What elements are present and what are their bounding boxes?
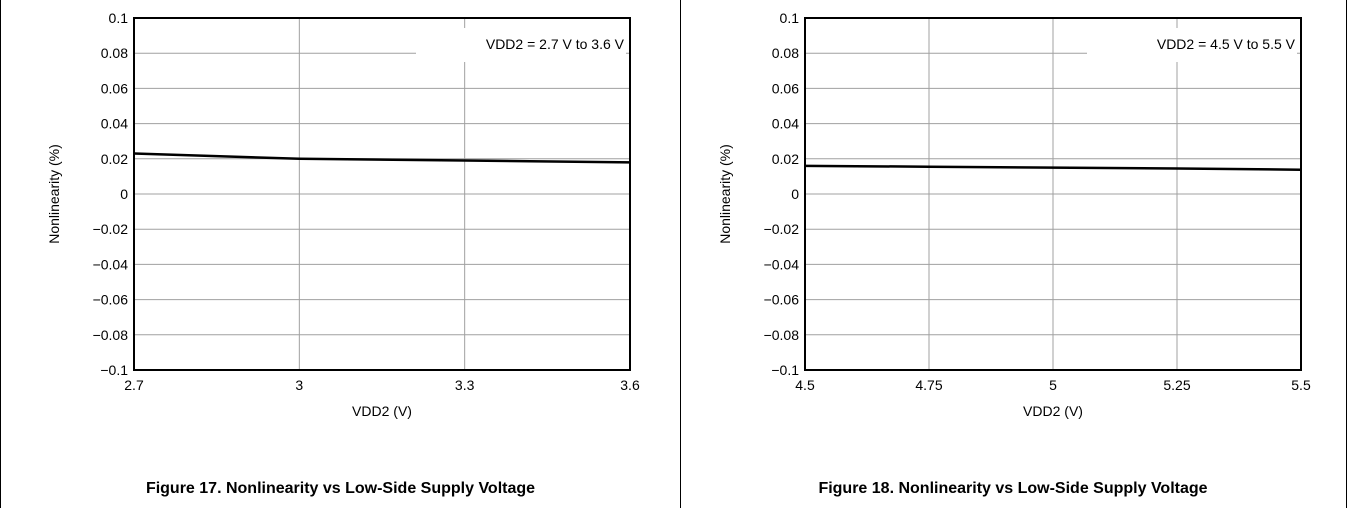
y-tick-label: −0.02 [93, 221, 129, 237]
y-tick-label: 0.1 [109, 10, 129, 26]
figure-18-caption: Figure 18. Nonlinearity vs Low-Side Supp… [818, 480, 1208, 497]
x-tick-label: 2.7 [124, 377, 144, 393]
x-tick-label: 3.3 [455, 377, 475, 393]
y-axis-label: Nonlinearity (%) [46, 144, 62, 244]
y-tick-label: −0.06 [764, 292, 800, 308]
x-tick-label: 3.6 [620, 377, 640, 393]
y-tick-label: 0.08 [101, 45, 128, 61]
x-tick-label: 5.25 [1163, 377, 1190, 393]
y-tick-label: −0.08 [93, 327, 129, 343]
chart-figure-17: 0.1 0.08 0.06 0.04 0.02 0 −0.02 −0.04 −0.06 −0.08… [46, 10, 640, 419]
y-tick-label: −0.08 [764, 327, 800, 343]
y-axis-label: Nonlinearity (%) [717, 144, 733, 244]
x-tick-label: 5 [1049, 377, 1057, 393]
x-tick-label: 4.5 [795, 377, 815, 393]
plot-frame [133, 17, 631, 371]
series-line [804, 164, 1302, 171]
x-axis-label: VDD2 (V) [352, 403, 412, 419]
y-tick-label: 0 [120, 186, 128, 202]
figure-18-panel: 0.1 0.08 0.06 0.04 0.02 0 −0.02 −0.04 −0.06 −0.08… [680, 0, 1347, 508]
y-tick-label: 0.02 [772, 151, 799, 167]
y-tick-label: −0.02 [764, 221, 800, 237]
annotation-label: VDD2 = 2.7 V to 3.6 V [486, 36, 625, 52]
y-tick-label: 0.08 [772, 45, 799, 61]
annotation-background [416, 28, 626, 62]
x-axis-label: VDD2 (V) [1023, 403, 1083, 419]
y-tick-label: −0.1 [771, 362, 799, 378]
annotation-background [1087, 28, 1297, 62]
y-tick-label: 0 [791, 186, 799, 202]
y-tick-label: 0.02 [101, 151, 128, 167]
y-tick-label: 0.04 [101, 116, 128, 132]
annotation-label: VDD2 = 4.5 V to 5.5 V [1157, 36, 1296, 52]
y-tick-label: −0.04 [93, 256, 129, 272]
y-tick-label: 0.06 [772, 80, 799, 96]
x-tick-label: 4.75 [915, 377, 942, 393]
chart-figure-18: 0.1 0.08 0.06 0.04 0.02 0 −0.02 −0.04 −0.06 −0.08… [717, 10, 1311, 419]
x-tick-label: 5.5 [1291, 377, 1311, 393]
y-tick-label: −0.1 [100, 362, 128, 378]
y-tick-label: 0.06 [101, 80, 128, 96]
plot-frame [804, 17, 1302, 371]
series-line [133, 152, 631, 164]
y-tick-label: −0.04 [764, 256, 800, 272]
y-tick-label: 0.04 [772, 116, 799, 132]
y-tick-label: 0.1 [780, 10, 800, 26]
x-tick-label: 3 [295, 377, 303, 393]
figure-17-caption: Figure 17. Nonlinearity vs Low-Side Supp… [145, 480, 536, 497]
figure-17-panel: 0.1 0.08 0.06 0.04 0.02 0 −0.02 −0.04 −0.06 −0.08… [0, 0, 681, 508]
y-tick-label: −0.06 [93, 292, 129, 308]
